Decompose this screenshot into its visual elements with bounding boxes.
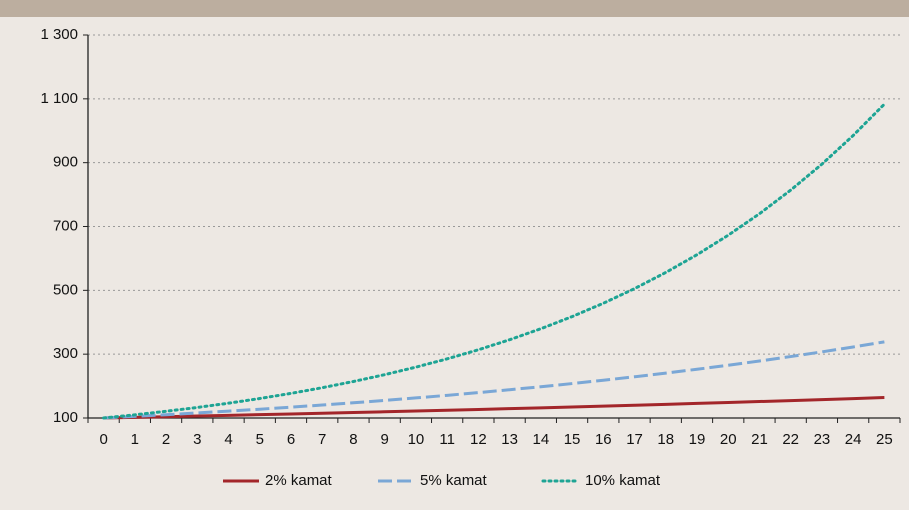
series-line xyxy=(103,396,885,420)
y-tick-label: 700 xyxy=(53,217,78,234)
x-tick-label: 9 xyxy=(381,431,389,448)
x-tick-label: 14 xyxy=(533,431,550,448)
legend-label: 5% kamat xyxy=(420,472,488,489)
y-tick-label: 300 xyxy=(53,345,78,362)
x-tick-label: 2 xyxy=(162,431,170,448)
x-tick-label: 11 xyxy=(439,431,455,448)
x-tick-label: 23 xyxy=(814,431,831,448)
x-tick-label: 24 xyxy=(845,431,862,448)
series-line xyxy=(102,102,886,420)
header-strip xyxy=(0,0,909,17)
x-tick-label: 21 xyxy=(751,431,768,448)
y-tick-label: 1 300 xyxy=(40,26,78,43)
y-tick-label: 100 xyxy=(53,409,78,426)
legend-label: 2% kamat xyxy=(265,472,333,489)
x-tick-label: 8 xyxy=(349,431,357,448)
legend-label: 10% kamat xyxy=(585,472,661,489)
series-line xyxy=(103,340,885,420)
x-tick-label: 16 xyxy=(595,431,612,448)
x-tick-label: 19 xyxy=(689,431,706,448)
x-tick-label: 18 xyxy=(657,431,674,448)
y-tick-label: 900 xyxy=(53,154,78,171)
x-tick-label: 10 xyxy=(408,431,425,448)
x-tick-label: 4 xyxy=(224,431,232,448)
x-tick-label: 6 xyxy=(287,431,295,448)
x-tick-label: 20 xyxy=(720,431,737,448)
x-tick-label: 22 xyxy=(782,431,799,448)
y-tick-label: 1 100 xyxy=(40,90,78,107)
x-tick-label: 5 xyxy=(256,431,264,448)
x-tick-label: 15 xyxy=(564,431,581,448)
x-tick-label: 13 xyxy=(501,431,518,448)
x-tick-label: 12 xyxy=(470,431,487,448)
x-tick-label: 3 xyxy=(193,431,201,448)
x-tick-label: 7 xyxy=(318,431,326,448)
x-tick-label: 0 xyxy=(99,431,107,448)
y-tick-label: 500 xyxy=(53,281,78,298)
x-tick-label: 1 xyxy=(131,431,139,448)
x-tick-label: 25 xyxy=(876,431,893,448)
x-tick-label: 17 xyxy=(626,431,643,448)
